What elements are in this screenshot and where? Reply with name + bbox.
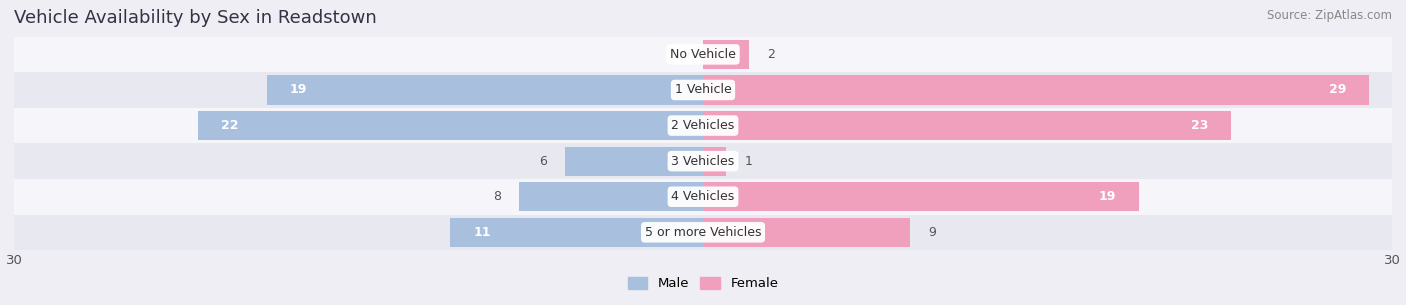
- Text: Source: ZipAtlas.com: Source: ZipAtlas.com: [1267, 9, 1392, 22]
- Bar: [14, 143, 1392, 179]
- Bar: [519, 182, 703, 211]
- Bar: [703, 75, 1369, 105]
- Text: 11: 11: [474, 226, 491, 239]
- Text: 1: 1: [744, 155, 752, 168]
- Bar: [267, 75, 703, 105]
- Text: 23: 23: [1191, 119, 1208, 132]
- Text: 3 Vehicles: 3 Vehicles: [672, 155, 734, 168]
- Text: No Vehicle: No Vehicle: [671, 48, 735, 61]
- Text: 6: 6: [538, 155, 547, 168]
- Bar: [14, 179, 1392, 214]
- Bar: [198, 111, 703, 140]
- Text: 1 Vehicle: 1 Vehicle: [675, 84, 731, 96]
- Bar: [14, 108, 1392, 143]
- Text: 0: 0: [682, 48, 689, 61]
- Bar: [703, 146, 725, 176]
- Text: 2: 2: [768, 48, 775, 61]
- Bar: [703, 111, 1232, 140]
- Bar: [14, 214, 1392, 250]
- Bar: [703, 218, 910, 247]
- Text: 19: 19: [1099, 190, 1116, 203]
- Text: 9: 9: [928, 226, 936, 239]
- Text: 5 or more Vehicles: 5 or more Vehicles: [645, 226, 761, 239]
- Legend: Male, Female: Male, Female: [627, 277, 779, 290]
- Bar: [14, 72, 1392, 108]
- Bar: [703, 40, 749, 69]
- Bar: [703, 182, 1139, 211]
- Text: 8: 8: [494, 190, 501, 203]
- Text: 19: 19: [290, 84, 307, 96]
- Bar: [14, 37, 1392, 72]
- Text: 29: 29: [1329, 84, 1346, 96]
- Text: Vehicle Availability by Sex in Readstown: Vehicle Availability by Sex in Readstown: [14, 9, 377, 27]
- Bar: [565, 146, 703, 176]
- Bar: [450, 218, 703, 247]
- Text: 22: 22: [221, 119, 238, 132]
- Text: 2 Vehicles: 2 Vehicles: [672, 119, 734, 132]
- Text: 4 Vehicles: 4 Vehicles: [672, 190, 734, 203]
